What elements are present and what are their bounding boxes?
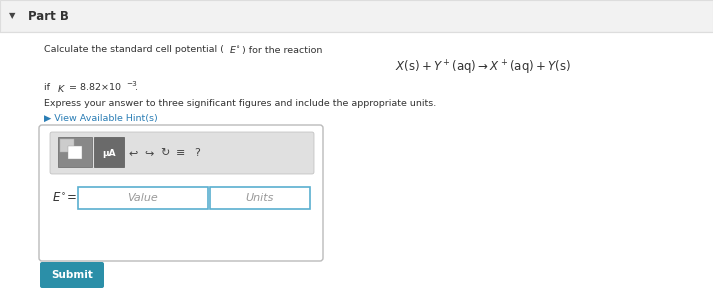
Text: =: = xyxy=(67,192,77,205)
Text: ▼: ▼ xyxy=(9,12,15,20)
Bar xyxy=(68,146,82,159)
Bar xyxy=(78,187,208,209)
Text: ↩: ↩ xyxy=(128,148,138,158)
Text: Submit: Submit xyxy=(51,270,93,280)
Text: ≡: ≡ xyxy=(176,148,185,158)
Text: μA: μA xyxy=(102,148,116,157)
Text: $\it{E}^{\circ}$: $\it{E}^{\circ}$ xyxy=(229,44,241,56)
Text: ↻: ↻ xyxy=(160,148,170,158)
Bar xyxy=(94,137,124,167)
Text: .: . xyxy=(135,84,138,92)
Text: ?: ? xyxy=(194,148,200,158)
Text: Part B: Part B xyxy=(28,9,69,22)
FancyBboxPatch shape xyxy=(40,262,104,288)
Text: ) for the reaction: ) for the reaction xyxy=(242,46,322,54)
Text: $X\mathrm{(s)} + Y^+\mathrm{(aq)} \rightarrow X^+\mathrm{(aq)} + Y\mathrm{(s)}$: $X\mathrm{(s)} + Y^+\mathrm{(aq)} \right… xyxy=(395,59,571,77)
Text: $E^{\circ}$: $E^{\circ}$ xyxy=(52,192,66,205)
Text: ↪: ↪ xyxy=(144,148,154,158)
Bar xyxy=(0,0,713,32)
Bar xyxy=(210,187,310,209)
Text: −3: −3 xyxy=(126,81,137,87)
Text: Calculate the standard cell potential (: Calculate the standard cell potential ( xyxy=(44,46,224,54)
Text: $K$: $K$ xyxy=(57,82,66,94)
FancyBboxPatch shape xyxy=(50,132,314,174)
Text: Express your answer to three significant figures and include the appropriate uni: Express your answer to three significant… xyxy=(44,98,436,108)
Text: if: if xyxy=(44,84,53,92)
Text: Value: Value xyxy=(128,193,158,203)
Text: ▶ View Available Hint(s): ▶ View Available Hint(s) xyxy=(44,113,158,123)
Bar xyxy=(58,137,92,167)
Text: = 8.82×10: = 8.82×10 xyxy=(66,84,121,92)
Bar xyxy=(60,139,74,152)
FancyBboxPatch shape xyxy=(39,125,323,261)
Text: Units: Units xyxy=(246,193,275,203)
